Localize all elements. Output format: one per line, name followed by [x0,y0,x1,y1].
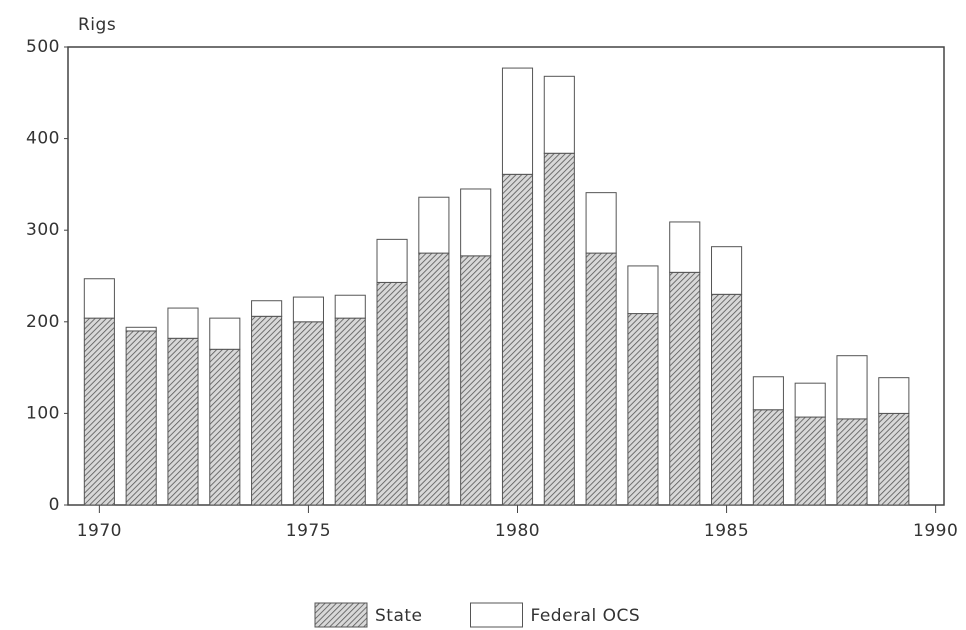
bar-segment [251,300,283,317]
bar-segment [209,317,241,350]
x-tick-label: 1975 [286,521,331,541]
bar-segment [167,307,199,339]
bar-segment [209,348,241,506]
bar-segment [836,418,868,506]
bar-segment [669,221,701,273]
bar-segment [83,278,115,319]
y-axis-title: Rigs [78,15,116,35]
bar-segment [794,382,826,418]
bar-segment [669,271,701,506]
bar-segment [83,317,115,506]
bar-segment [501,173,534,506]
bar-segment [334,317,366,506]
bar-segment [418,252,450,506]
legend-label: State [375,606,423,626]
bar-segment [543,75,575,154]
bar-segment [711,293,743,506]
bar-segment [125,326,157,332]
bar-segment [878,412,910,506]
bar-segment [376,281,408,506]
bar-segment [585,252,617,506]
bar-segment [752,376,784,411]
y-tick-label: 200 [26,312,60,332]
bar-segment [167,337,199,506]
legend-swatch [314,602,368,628]
bar-segment [376,238,408,283]
bar-segment [878,377,910,414]
bar-segment [711,246,743,295]
bar-segment [418,196,450,254]
x-tick-label: 1980 [495,521,540,541]
bar-segment [125,330,157,506]
bar-segment [543,152,575,506]
y-tick-label: 300 [26,220,60,240]
bar-segment [794,416,826,506]
bar-segment [752,409,784,506]
bar-segment [836,355,868,420]
bar-segment [292,321,324,506]
bar-segment [292,296,324,323]
y-tick-label: 0 [49,495,60,515]
bar-segment [251,315,283,506]
bar-segment [501,67,534,175]
bar-segment [627,313,659,506]
x-tick-label: 1970 [77,521,122,541]
bar-segment [460,188,492,257]
bar-segment [627,265,659,315]
y-tick-label: 400 [26,129,60,149]
y-tick-label: 100 [26,403,60,423]
bar-segment [585,192,617,254]
bar-segment [460,255,492,506]
bar-segment [334,294,366,319]
x-tick-label: 1990 [913,521,958,541]
legend-swatch [470,602,523,628]
x-tick-label: 1985 [704,521,749,541]
legend-label: Federal OCS [531,606,641,626]
y-tick-label: 500 [26,37,60,57]
